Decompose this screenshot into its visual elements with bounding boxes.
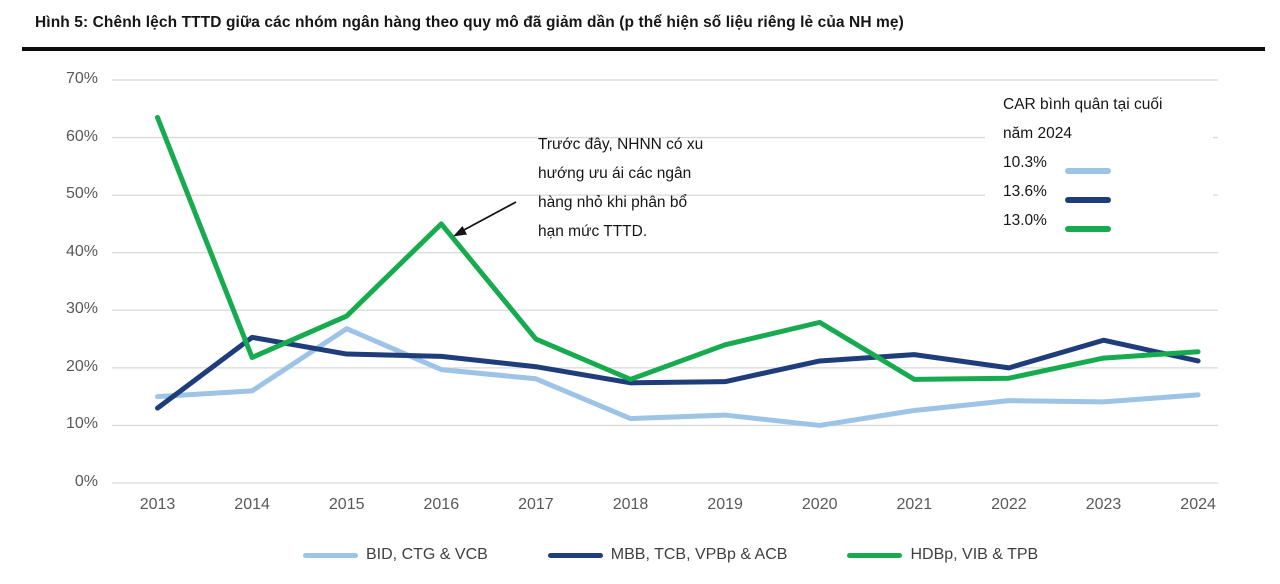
annotation-line: hướng ưu ái các ngân: [538, 165, 692, 182]
x-axis-tick: 2013: [139, 496, 176, 513]
x-axis-tick: 2018: [612, 496, 649, 513]
x-axis-tick: 2014: [234, 496, 270, 513]
title-divider: [22, 47, 1265, 51]
y-axis-tick: 30%: [65, 300, 98, 318]
annotation-line: hạn mức TTTD.: [538, 223, 648, 240]
car-legend-value: 13.0%: [1003, 212, 1047, 229]
car-legend-row: 10.3%: [1003, 148, 1183, 177]
legend-label: BID, CTG & VCB: [366, 546, 488, 563]
car-legend-row: 13.6%: [1003, 177, 1183, 206]
car-legend-swatch: [1065, 226, 1111, 232]
y-axis-tick: 40%: [65, 242, 98, 260]
y-axis-tick: 0%: [74, 473, 98, 490]
y-axis-tick: 70%: [65, 70, 98, 87]
car-legend-swatch: [1065, 168, 1111, 174]
legend-item: MBB, TCB, VPBp & ACB: [547, 546, 788, 564]
y-axis-tick: 20%: [65, 357, 98, 375]
x-axis-tick: 2019: [707, 496, 743, 513]
y-axis-tick: 60%: [65, 127, 98, 145]
x-axis-tick: 2021: [896, 496, 933, 513]
series-line-hdbp-vib-tpb: [155, 114, 1201, 382]
y-axis-tick: 50%: [65, 185, 98, 203]
y-axis-tick: 10%: [65, 415, 98, 433]
car-legend-value: 13.6%: [1003, 183, 1047, 200]
car-legend: CAR bình quân tại cuối năm 2024 10.3% 13.6%…: [985, 84, 1213, 246]
annotation-arrowhead-icon: [453, 226, 467, 237]
x-axis-tick: 2022: [991, 496, 1027, 513]
x-axis-tick: 2023: [1085, 496, 1122, 513]
figure-title: Hình 5: Chênh lệch TTTD giữa các nhóm ng…: [35, 14, 904, 31]
car-legend-title: năm 2024: [1003, 125, 1072, 142]
car-legend-value: 10.3%: [1003, 154, 1047, 171]
x-axis-tick: 2016: [423, 496, 460, 513]
series-line-bid-ctg-vcb: [155, 326, 1201, 428]
series-line-mbb-tcb-vpbp-acb: [155, 334, 1201, 411]
x-axis-tick: 2020: [801, 496, 838, 513]
legend-swatch: [847, 552, 903, 558]
car-legend-swatch: [1065, 197, 1111, 203]
legend-item: BID, CTG & VCB: [303, 546, 488, 564]
chart-annotation: Trước đây, NHNN có xu hướng ưu ái các ngâ…: [538, 130, 768, 246]
car-legend-title: CAR bình quân tại cuối: [1003, 96, 1163, 113]
car-legend-row: 13.0%: [1003, 206, 1183, 235]
legend-label: MBB, TCB, VPBp & ACB: [610, 546, 788, 563]
legend-item: HDBp, VIB & TPB: [847, 546, 1038, 564]
annotation-line: hàng nhỏ khi phân bổ: [538, 194, 688, 211]
x-axis-tick: 2017: [518, 496, 554, 513]
legend-label: HDBp, VIB & TPB: [910, 546, 1039, 563]
legend-swatch: [547, 552, 603, 558]
legend-swatch: [303, 552, 358, 558]
annotation-line: Trước đây, NHNN có xu: [538, 136, 704, 153]
annotation-arrow-line: [461, 201, 517, 232]
x-axis-tick: 2015: [328, 496, 365, 513]
chart-legend: BID, CTG & VCB MBB, TCB, VPBp & ACB HDBp, …: [303, 543, 1038, 567]
x-axis-tick: 2024: [1180, 496, 1216, 513]
